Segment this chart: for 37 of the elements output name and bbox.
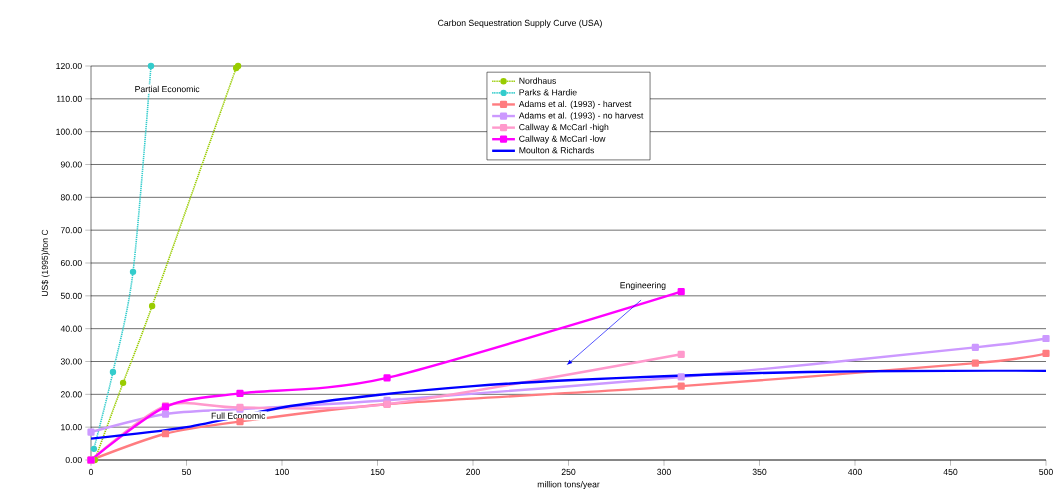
- annotation: Full Economic: [211, 412, 266, 419]
- y-tick-label: 60.00: [60, 259, 82, 267]
- x-tick-label: 200: [466, 468, 480, 475]
- legend-label: Adams et al. (1993) - harvest: [518, 100, 632, 109]
- x-tick-label: 250: [561, 468, 576, 475]
- y-tick-label: 40.00: [60, 325, 82, 332]
- y-tick-label: 20.00: [60, 391, 82, 398]
- x-tick-label: 400: [847, 468, 862, 475]
- y-tick-label: 0.00: [65, 456, 82, 464]
- x-tick-label: 100: [275, 468, 289, 475]
- x-axis-title: million tons/year: [537, 481, 600, 490]
- annotation: Partial Economic: [135, 85, 200, 93]
- y-tick-label: 50.00: [60, 292, 82, 299]
- legend-label: Adams et al. (1993) - no harvest: [518, 112, 644, 121]
- y-tick-label: 70.00: [60, 227, 82, 234]
- y-tick-label: 120.00: [56, 62, 82, 70]
- x-tick-label: 500: [1039, 468, 1053, 475]
- legend-label: Moulton & Richards: [519, 147, 595, 154]
- x-tick-label: 350: [752, 468, 767, 475]
- y-tick-label: 100.00: [56, 128, 82, 135]
- legend-label: Nordhaus: [519, 77, 557, 84]
- x-tick-label: 50: [182, 468, 191, 475]
- x-tick-label: 150: [370, 468, 385, 475]
- legend-label: Parks & Hardie: [519, 89, 577, 96]
- x-tick-label: 450: [943, 468, 958, 475]
- y-tick-label: 110.00: [56, 95, 82, 102]
- legend-label: Callway & McCarl -low: [519, 135, 606, 144]
- x-tick-label: 0: [88, 468, 94, 475]
- annotation: Engineering: [620, 281, 666, 291]
- y-tick-label: 80.00: [60, 194, 82, 201]
- y-tick-label: 90.00: [60, 161, 82, 168]
- y-tick-label: 10.00: [61, 424, 82, 431]
- y-tick-label: 30.00: [60, 358, 82, 365]
- legend-label: Callway & McCarl -high: [519, 123, 609, 132]
- y-axis-title: US$ (1995)/ton C: [41, 229, 50, 297]
- x-tick-label: 300: [657, 468, 671, 475]
- chart-title: Carbon Sequestration Supply Curve (USA): [438, 19, 602, 28]
